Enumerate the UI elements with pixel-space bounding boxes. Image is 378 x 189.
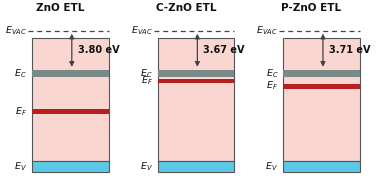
Bar [158,38,234,161]
Bar [158,70,234,77]
Text: $E_{V}$: $E_{V}$ [265,160,278,173]
Bar [32,70,108,77]
Title: P-ZnO ETL: P-ZnO ETL [281,3,341,13]
Title: C-ZnO ETL: C-ZnO ETL [155,3,216,13]
Text: $E_{VAC}$: $E_{VAC}$ [5,25,27,37]
Text: $E_{C}$: $E_{C}$ [14,67,27,80]
Text: 3.71 eV: 3.71 eV [329,45,370,55]
Text: $E_{F}$: $E_{F}$ [15,105,27,118]
Text: $E_{F}$: $E_{F}$ [141,75,153,87]
Title: ZnO ETL: ZnO ETL [36,3,84,13]
Bar [32,161,108,172]
Text: $E_{V}$: $E_{V}$ [139,160,153,173]
Text: 3.67 eV: 3.67 eV [203,45,245,55]
Text: $E_{V}$: $E_{V}$ [14,160,27,173]
Text: $E_{C}$: $E_{C}$ [265,67,278,80]
Bar [32,38,108,161]
Bar [283,38,360,161]
Bar [283,70,360,77]
Bar [32,109,108,114]
Text: $E_{VAC}$: $E_{VAC}$ [131,25,153,37]
Bar [158,79,234,84]
Bar [283,161,360,172]
Bar [283,84,360,89]
Bar [158,161,234,172]
Text: 3.80 eV: 3.80 eV [78,45,119,55]
Text: $E_{VAC}$: $E_{VAC}$ [256,25,278,37]
Text: $E_{C}$: $E_{C}$ [140,67,153,80]
Text: $E_{F}$: $E_{F}$ [266,80,278,92]
